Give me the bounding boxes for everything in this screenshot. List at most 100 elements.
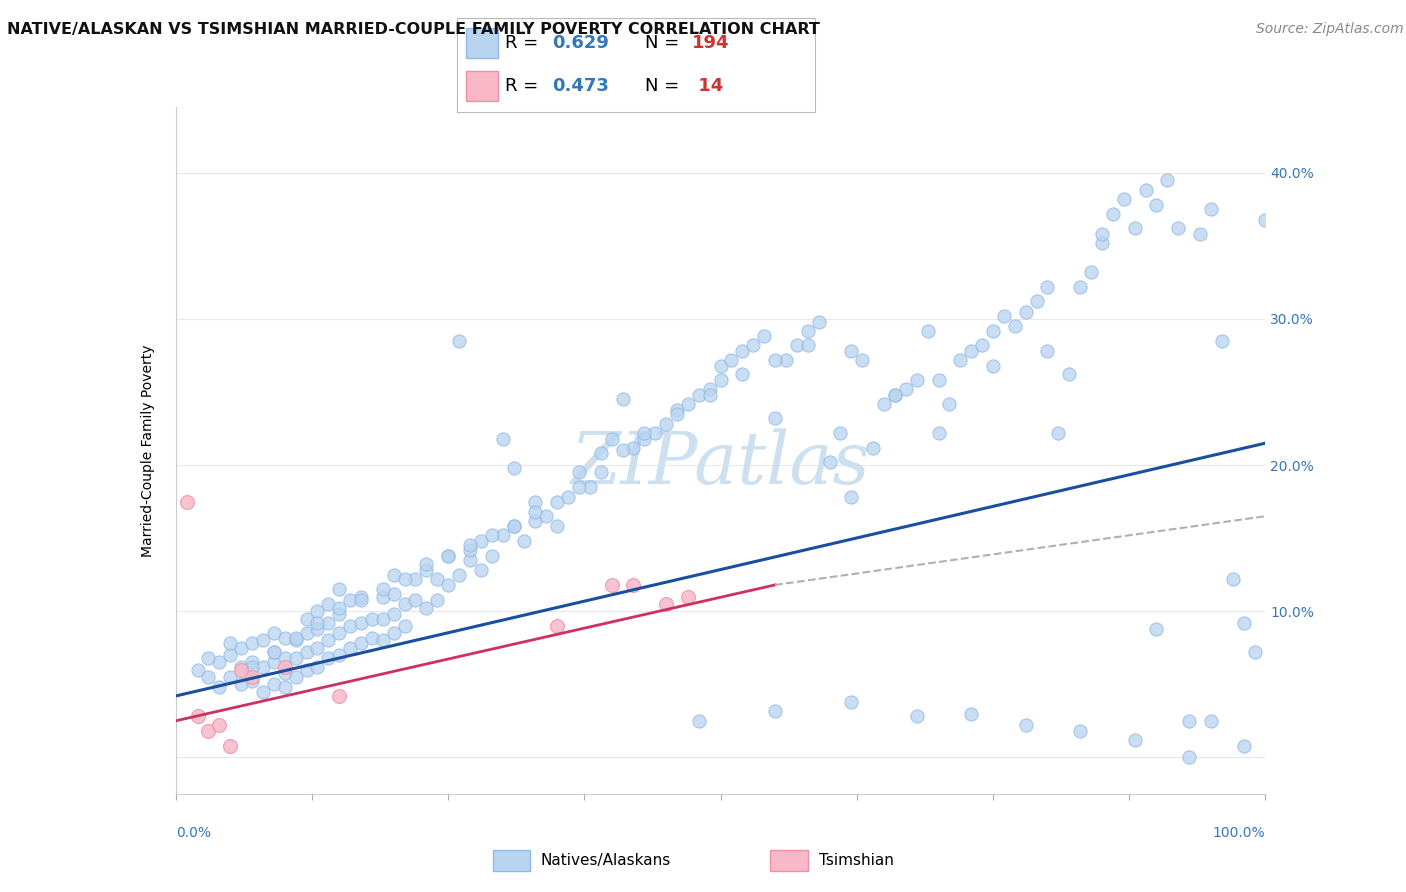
Point	[1047, 425, 1070, 440]
Point	[1211, 334, 1233, 348]
Point	[688, 388, 710, 402]
Point	[589, 446, 612, 460]
Point	[1091, 235, 1114, 250]
Point	[841, 344, 863, 359]
Point	[382, 607, 405, 621]
Point	[1036, 344, 1059, 359]
Point	[884, 388, 907, 402]
Point	[960, 706, 983, 721]
Text: R =: R =	[505, 34, 544, 52]
Point	[742, 338, 765, 352]
Point	[796, 338, 818, 352]
Point	[284, 670, 307, 684]
Point	[699, 388, 721, 402]
Point	[1091, 227, 1114, 242]
Point	[447, 567, 470, 582]
FancyBboxPatch shape	[465, 29, 498, 58]
Point	[360, 631, 382, 645]
Point	[263, 645, 285, 659]
Point	[328, 601, 350, 615]
Point	[775, 352, 797, 367]
Point	[1123, 732, 1146, 747]
Y-axis label: Married-Couple Family Poverty: Married-Couple Family Poverty	[141, 344, 155, 557]
Point	[437, 578, 460, 592]
Point	[274, 665, 297, 680]
Point	[633, 432, 655, 446]
Point	[470, 563, 492, 577]
Text: 0.0%: 0.0%	[176, 826, 211, 840]
Point	[1102, 207, 1125, 221]
Point	[1015, 718, 1038, 732]
Point	[502, 519, 524, 533]
Text: 0.473: 0.473	[553, 78, 609, 95]
Point	[688, 714, 710, 728]
Point	[415, 558, 437, 572]
Point	[568, 480, 591, 494]
Point	[252, 659, 274, 673]
Point	[524, 514, 547, 528]
Point	[928, 373, 950, 387]
Point	[1199, 202, 1222, 217]
Point	[252, 633, 274, 648]
Point	[1199, 714, 1222, 728]
Point	[1112, 192, 1135, 206]
Point	[240, 659, 263, 673]
Point	[1004, 319, 1026, 334]
Point	[252, 684, 274, 698]
Point	[307, 622, 329, 636]
Point	[621, 441, 644, 455]
Point	[1243, 645, 1265, 659]
Point	[993, 309, 1015, 323]
Text: 14: 14	[692, 78, 723, 95]
Point	[176, 494, 198, 508]
Point	[862, 441, 884, 455]
Point	[589, 466, 612, 480]
Point	[458, 542, 481, 557]
Point	[318, 633, 340, 648]
Point	[720, 352, 742, 367]
Point	[873, 397, 896, 411]
Point	[796, 324, 818, 338]
Point	[621, 578, 644, 592]
FancyBboxPatch shape	[465, 71, 498, 101]
Point	[307, 640, 329, 655]
Point	[1135, 183, 1157, 197]
Point	[318, 597, 340, 611]
Point	[197, 670, 219, 684]
Point	[208, 718, 231, 732]
Point	[546, 494, 568, 508]
Point	[240, 656, 263, 670]
Point	[481, 528, 503, 542]
Point	[1057, 368, 1080, 382]
Point	[263, 645, 285, 659]
Point	[328, 607, 350, 621]
Point	[458, 553, 481, 567]
Point	[754, 329, 776, 343]
Point	[240, 670, 263, 684]
Point	[1222, 572, 1244, 586]
Point	[710, 373, 733, 387]
Point	[644, 425, 666, 440]
Point	[534, 509, 557, 524]
Point	[1025, 294, 1047, 309]
Point	[328, 626, 350, 640]
Point	[339, 640, 361, 655]
Point	[197, 724, 219, 739]
Point	[492, 528, 515, 542]
Point	[415, 563, 437, 577]
Point	[928, 425, 950, 440]
Point	[600, 432, 623, 446]
Point	[437, 549, 460, 563]
Point	[1036, 280, 1059, 294]
Point	[274, 631, 297, 645]
Point	[557, 490, 579, 504]
Point	[568, 466, 591, 480]
Point	[415, 601, 437, 615]
Point	[710, 359, 733, 373]
Text: ZIPatlas: ZIPatlas	[571, 429, 870, 500]
Point	[1144, 198, 1167, 212]
Point	[371, 633, 394, 648]
Point	[981, 324, 1004, 338]
Point	[666, 407, 689, 421]
Point	[186, 709, 209, 723]
